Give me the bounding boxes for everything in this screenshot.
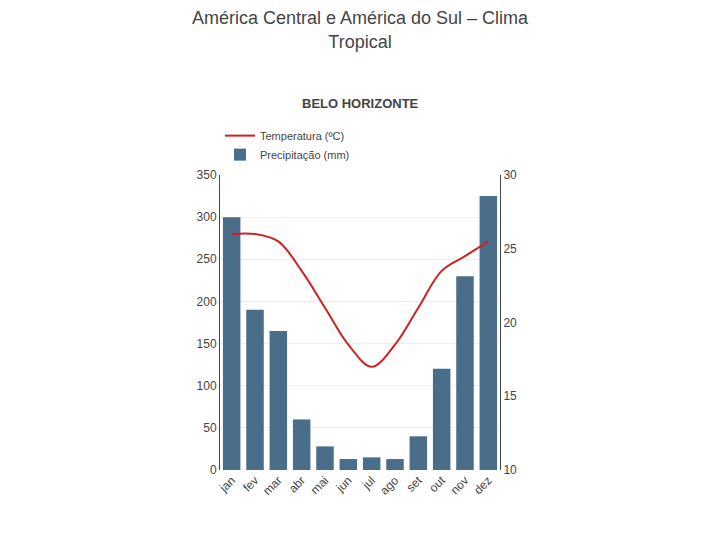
svg-text:150: 150: [197, 337, 217, 351]
svg-text:25: 25: [503, 242, 517, 256]
svg-text:dez: dez: [471, 473, 495, 497]
svg-text:mai: mai: [308, 473, 332, 497]
svg-text:nov: nov: [448, 473, 472, 497]
svg-text:250: 250: [197, 252, 217, 266]
svg-text:América Central e América do S: América Central e América do Sul – Clima…: [192, 8, 529, 51]
svg-text:10: 10: [503, 463, 517, 477]
svg-text:fev: fev: [240, 473, 261, 494]
svg-text:300: 300: [197, 210, 217, 224]
svg-text:200: 200: [197, 295, 217, 309]
svg-text:abr: abr: [286, 473, 308, 495]
svg-text:jan: jan: [216, 473, 238, 495]
svg-text:0: 0: [210, 463, 217, 477]
svg-text:Precipitação (mm): Precipitação (mm): [260, 149, 349, 161]
svg-text:50: 50: [203, 421, 217, 435]
svg-text:set: set: [403, 473, 425, 495]
svg-text:out: out: [426, 473, 448, 495]
svg-text:ago: ago: [377, 473, 401, 497]
svg-text:15: 15: [503, 389, 517, 403]
svg-text:350: 350: [197, 168, 217, 182]
svg-text:mar: mar: [260, 473, 285, 498]
svg-text:Temperatura (ºC): Temperatura (ºC): [260, 130, 344, 142]
svg-text:jul: jul: [359, 473, 378, 492]
svg-text:30: 30: [503, 168, 517, 182]
svg-text:BELO HORIZONTE: BELO HORIZONTE: [302, 96, 419, 111]
svg-text:100: 100: [197, 379, 217, 393]
svg-text:jun: jun: [333, 473, 355, 495]
svg-text:20: 20: [503, 316, 517, 330]
